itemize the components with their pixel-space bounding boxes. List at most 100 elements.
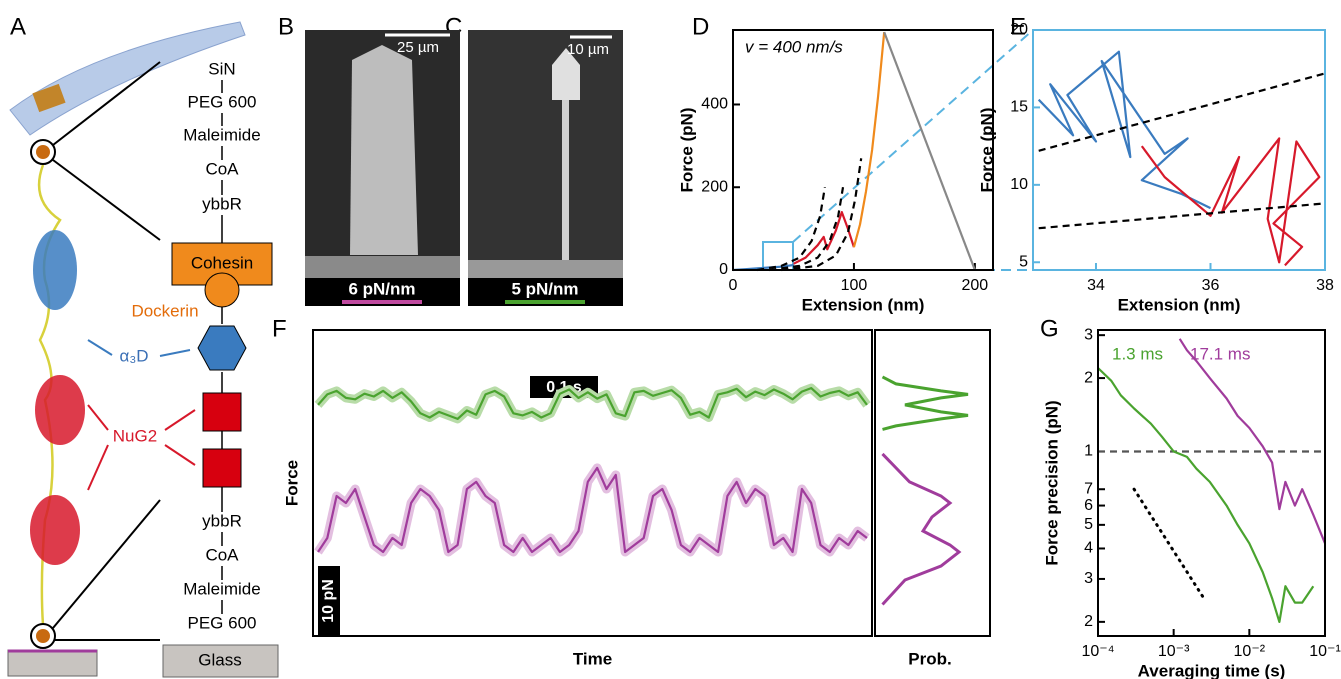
annotation: v = 400 nm/s — [745, 37, 843, 56]
arrow — [159, 349, 191, 357]
arrow — [87, 339, 113, 356]
glass-label: Glass — [198, 650, 241, 669]
cantilever-tip — [552, 48, 580, 100]
y-axis-label: Force (pN) — [977, 108, 996, 193]
annotation: 17.1 ms — [1190, 344, 1250, 363]
sem-image: 10 µm 5 pN/nm — [468, 30, 623, 306]
stiffness-bar — [505, 300, 585, 304]
bead — [36, 145, 50, 159]
series-line — [317, 387, 868, 420]
substrate — [305, 256, 460, 278]
axes-frame — [732, 29, 994, 271]
stiffness-label: 5 pN/nm — [511, 279, 578, 298]
y-tick-label: 1 — [1084, 443, 1093, 460]
zoom-line — [52, 61, 161, 146]
axes-frame — [1097, 329, 1326, 637]
glass-box — [162, 644, 279, 678]
y-tick-label: 5 — [1019, 253, 1028, 270]
axes-frame — [1032, 29, 1326, 271]
series-line — [852, 31, 886, 248]
nug2-structure — [35, 375, 85, 445]
chain-label: ybbR — [202, 194, 242, 213]
a3d-hexagon — [197, 325, 247, 371]
y-tick-label: 15 — [1010, 99, 1028, 116]
zoom-line — [792, 29, 1034, 243]
y-axis-label: Force precision (pN) — [1042, 400, 1061, 565]
glass-slab — [7, 649, 98, 677]
series-line — [1037, 50, 1211, 210]
y-tick-label: 0 — [719, 261, 728, 278]
chain-label: Maleimide — [183, 579, 260, 598]
y-axis-label: Force (pN) — [677, 108, 696, 193]
nug2-structure — [30, 495, 80, 565]
panel-label: A — [10, 13, 26, 40]
x-tick-label: 10⁻⁴ — [1081, 643, 1114, 660]
series-line — [883, 31, 976, 271]
y-tick-label: 5 — [1084, 516, 1093, 533]
chart-panel: 0 100 200 0 200 400 Extension (nm) Force (pN) v … — [677, 29, 994, 314]
prob-frame — [874, 329, 991, 637]
series-line — [1132, 487, 1206, 600]
dockerin-label: Dockerin — [131, 301, 198, 320]
a3d-structure — [33, 230, 77, 310]
chain: SiN PEG 600 Maleimide CoA ybbR Cohesin D… — [113, 59, 279, 678]
x-tick-label: 34 — [1087, 277, 1105, 294]
zoom-line — [52, 499, 161, 629]
series-line — [1097, 367, 1315, 623]
y-tick-label: 20 — [1010, 21, 1028, 38]
substrate — [468, 260, 623, 278]
axes-frame — [312, 329, 873, 637]
stiffness-bar — [342, 300, 422, 304]
nug2-box — [202, 448, 242, 488]
y-axis-label: Force — [282, 460, 301, 506]
nug2-label: NuG2 — [113, 426, 157, 445]
structure-sketch — [7, 21, 246, 677]
stiffness-label: 6 pN/nm — [348, 279, 415, 298]
y-tick-label: 2 — [1084, 369, 1093, 386]
zoom-line — [52, 159, 161, 241]
y-tick-label: 4 — [1084, 540, 1093, 557]
y-tick-label: 6 — [1084, 497, 1093, 514]
chain-label: SiN — [208, 59, 235, 78]
nug2-box — [202, 392, 242, 432]
x-tick-label: 10⁻² — [1234, 643, 1266, 660]
arrow — [164, 409, 196, 431]
y-tick-label: 400 — [701, 96, 728, 113]
x-tick-label: 38 — [1316, 277, 1334, 294]
series-line — [781, 158, 863, 272]
y-tick-label: 3 — [1084, 326, 1093, 343]
chart-panel: 34 36 38 5 10 15 20 Extension (nm) Force (pN) — [977, 21, 1334, 314]
chain-label: PEG 600 — [188, 613, 257, 632]
y-tick-label: 7 — [1084, 480, 1093, 497]
prob-label: Prob. — [908, 649, 951, 668]
distribution — [881, 452, 962, 606]
bead — [36, 629, 50, 643]
arrow — [87, 444, 109, 491]
cohesin-label: Cohesin — [191, 253, 253, 272]
cantilever-beam — [562, 100, 569, 265]
cantilever — [9, 21, 246, 136]
x-axis-label: Time — [573, 649, 612, 668]
gold-pad — [32, 83, 66, 113]
series-line — [1178, 338, 1327, 544]
series-line — [757, 187, 826, 272]
panel-label: B — [278, 13, 294, 40]
x-tick-label: 100 — [841, 277, 868, 294]
panel-label: G — [1040, 315, 1059, 342]
chart-panel: Time Force — [282, 329, 969, 668]
y-tick-label: 2 — [1084, 613, 1093, 630]
x-tick-label: 200 — [962, 277, 989, 294]
panel-label: F — [272, 315, 287, 342]
scale-label: 25 µm — [397, 39, 439, 56]
force-scale-label: 10 pN — [320, 579, 337, 623]
annotation: 1.3 ms — [1112, 344, 1163, 363]
force-scale-box — [318, 566, 340, 636]
series-line — [317, 466, 868, 554]
panel-label: D — [692, 13, 709, 40]
chain-label: ybbR — [202, 511, 242, 530]
y-tick-label: 200 — [701, 178, 728, 195]
series-line — [792, 211, 855, 265]
x-tick-label: 10⁻³ — [1158, 643, 1190, 660]
chain-label: CoA — [205, 159, 239, 178]
